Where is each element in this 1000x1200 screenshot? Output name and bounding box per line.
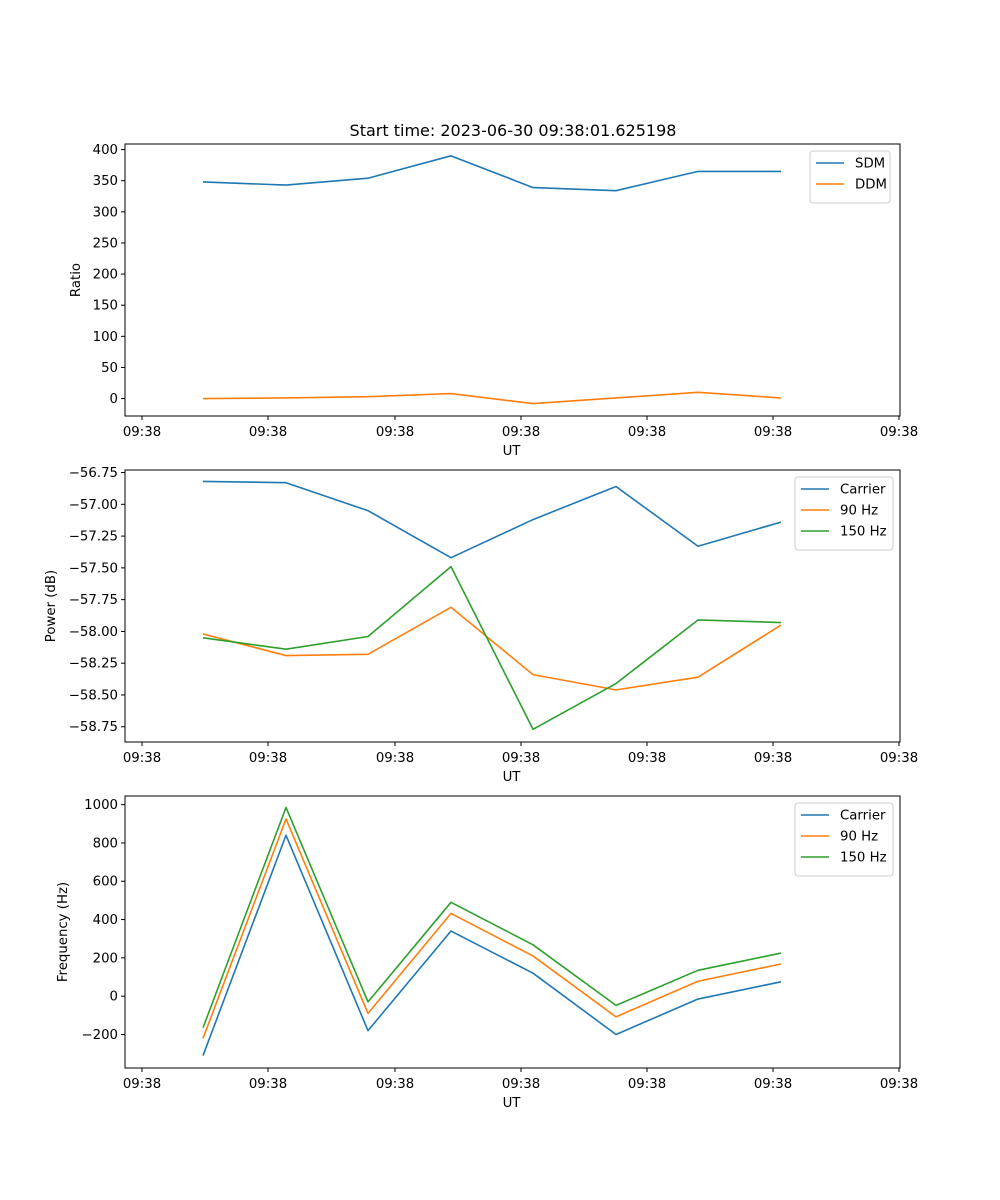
y-tick-label: 0 <box>110 392 118 407</box>
x-tick-label: 09:38 <box>376 1077 414 1092</box>
x-tick-label: 09:38 <box>754 425 792 440</box>
x-tick-label: 09:38 <box>880 1077 918 1092</box>
series-line-150-hz <box>202 806 782 1029</box>
chart-panel-3: −200 0 200 400 600 800 1000 09:38 09:38 09:38 09:3… <box>56 795 918 1111</box>
x-tick-label: 09:38 <box>754 1077 792 1092</box>
series-line-ddm <box>202 391 782 405</box>
legend-entry: 90 Hz <box>840 830 878 845</box>
series-line-150-hz <box>202 565 782 731</box>
plot-frame <box>124 143 901 417</box>
y-tick-label: −58.25 <box>69 657 118 672</box>
y-tick-label: 50 <box>101 361 118 376</box>
y-tick-label: 0 <box>110 990 118 1005</box>
y-tick-label: 400 <box>93 143 118 158</box>
y-tick-label: −57.50 <box>69 561 118 576</box>
y-tick-label: 1000 <box>84 798 118 813</box>
chart-panel-2: −58.75 −58.50 −58.25 −58.00 −57.75 −57.50 −57.… <box>44 466 918 785</box>
series-line-sdm <box>202 155 781 192</box>
plot-frame <box>124 795 901 1069</box>
x-tick-label: 09:38 <box>880 751 918 766</box>
x-tick-label: 09:38 <box>880 425 918 440</box>
y-tick-label: 200 <box>93 268 118 283</box>
legend-entry: SDM <box>855 157 885 172</box>
series-line-carrier <box>202 480 782 559</box>
legend-entry: 150 Hz <box>840 525 887 540</box>
y-tick-label: −58.50 <box>69 688 118 703</box>
y-tick-label: 150 <box>93 299 118 314</box>
y-axis-label: Frequency (Hz) <box>56 882 71 982</box>
y-tick-label: 300 <box>93 205 118 220</box>
x-tick-label: 09:38 <box>628 751 666 766</box>
y-tick-label: −200 <box>81 1028 118 1043</box>
legend-entry: Carrier <box>840 483 886 498</box>
x-tick-label: 09:38 <box>502 751 540 766</box>
series-line-90-hz <box>202 606 782 691</box>
x-tick-label: 09:38 <box>249 1077 287 1092</box>
figure-title: Start time: 2023-06-30 09:38:01.625198 <box>350 121 677 140</box>
x-tick-label: 09:38 <box>123 425 161 440</box>
legend-entry: 90 Hz <box>840 504 878 519</box>
legend-entry: Carrier <box>840 809 886 824</box>
legend-entry: 150 Hz <box>840 851 887 866</box>
x-tick-label: 09:38 <box>628 1077 666 1092</box>
x-axis-label: UT <box>503 770 522 785</box>
y-tick-label: 100 <box>93 330 118 345</box>
plot-frame <box>124 469 901 743</box>
x-tick-label: 09:38 <box>376 751 414 766</box>
y-tick-label: 200 <box>93 951 118 966</box>
y-tick-label: 400 <box>93 913 118 928</box>
y-tick-label: −57.00 <box>69 498 118 513</box>
y-tick-label: 250 <box>93 236 118 251</box>
y-tick-label: 800 <box>93 836 118 851</box>
x-axis-label: UT <box>503 1096 522 1111</box>
y-tick-label: −58.75 <box>69 720 118 735</box>
x-tick-label: 09:38 <box>628 425 666 440</box>
legend <box>809 150 891 204</box>
y-tick-label: −58.00 <box>69 625 118 640</box>
y-tick-label: −57.25 <box>69 530 118 545</box>
x-tick-label: 09:38 <box>123 751 161 766</box>
series-line-90-hz <box>202 818 782 1039</box>
y-tick-label: −56.75 <box>69 466 118 481</box>
y-axis-label: Power (dB) <box>44 570 59 642</box>
chart-panel-1: 0 50 100 150 200 250 300 350 400 09:38 09:38 09:38 0… <box>69 143 918 459</box>
y-axis-label: Ratio <box>69 263 84 297</box>
y-tick-label: 600 <box>93 875 118 890</box>
x-tick-label: 09:38 <box>502 1077 540 1092</box>
x-tick-label: 09:38 <box>123 1077 161 1092</box>
x-tick-label: 09:38 <box>376 425 414 440</box>
legend-entry: DDM <box>855 178 887 193</box>
x-tick-label: 09:38 <box>754 751 792 766</box>
y-tick-label: −57.75 <box>69 593 118 608</box>
series-line-carrier <box>202 834 782 1056</box>
x-tick-label: 09:38 <box>502 425 540 440</box>
x-axis-label: UT <box>503 444 522 459</box>
x-tick-label: 09:38 <box>249 425 287 440</box>
x-tick-label: 09:38 <box>249 751 287 766</box>
y-tick-label: 350 <box>93 174 118 189</box>
